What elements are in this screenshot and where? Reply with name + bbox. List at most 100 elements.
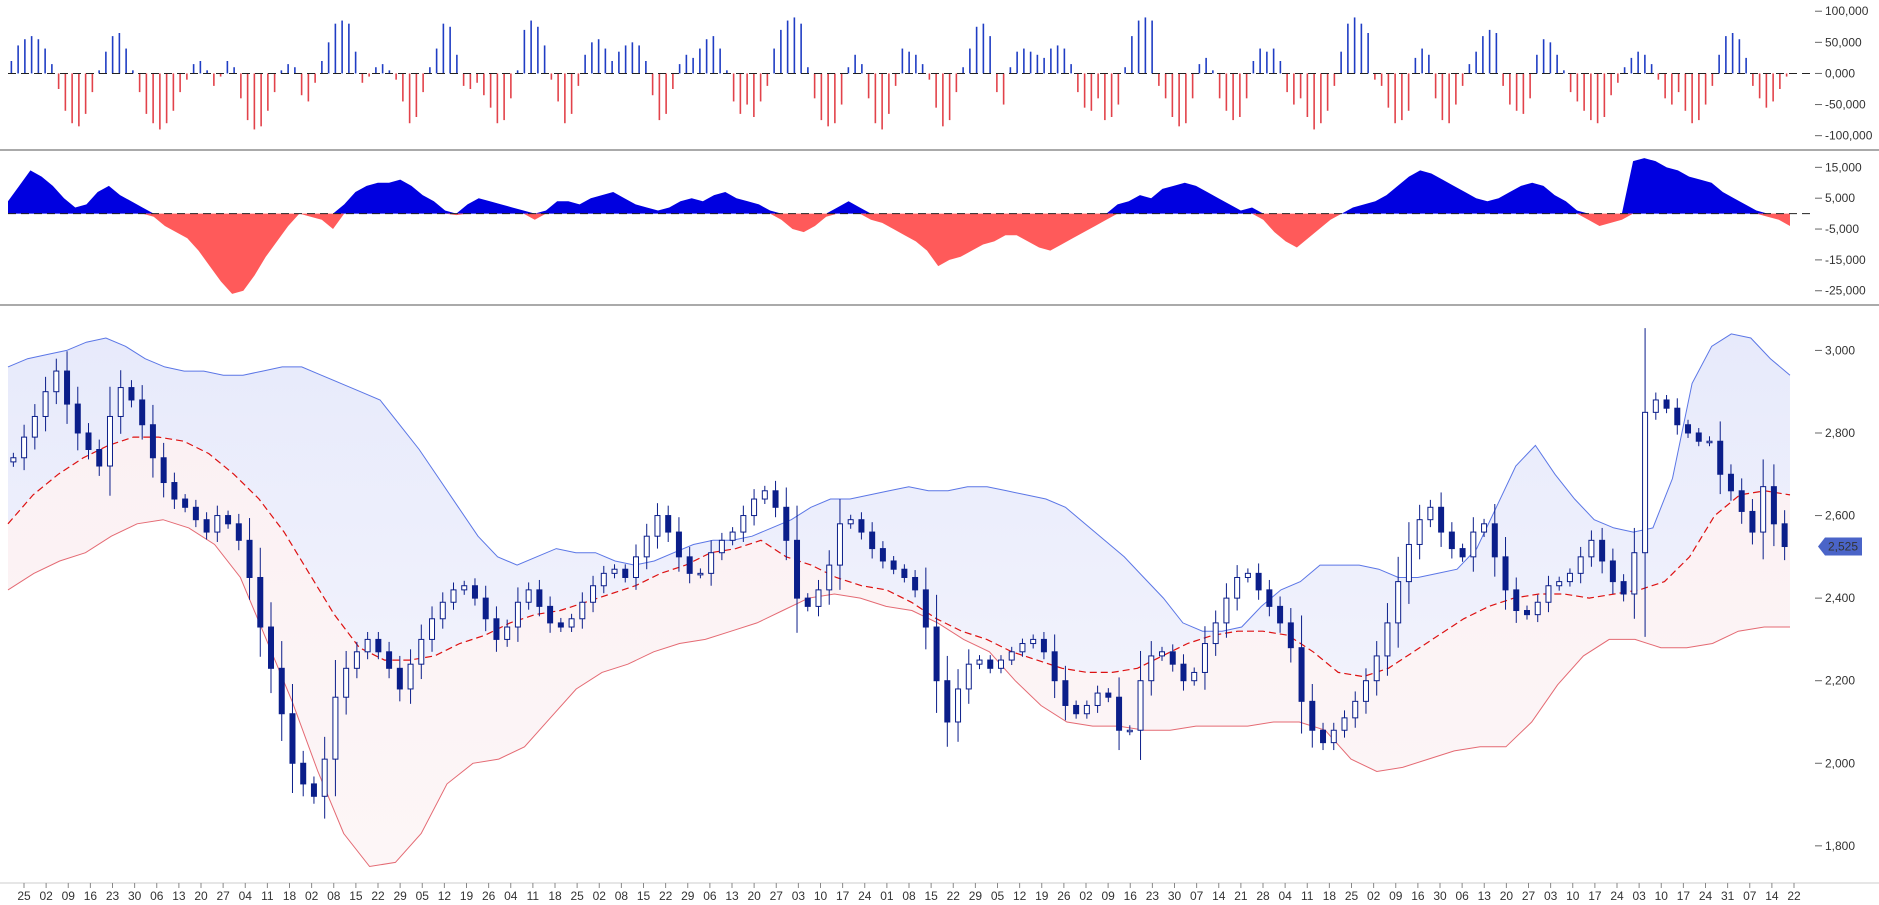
positive-area bbox=[8, 158, 1790, 214]
candle-body bbox=[504, 626, 511, 640]
candle-body bbox=[268, 626, 275, 669]
candle-body bbox=[1008, 651, 1015, 661]
candle-body bbox=[1738, 490, 1745, 512]
x-tick-label: 08 bbox=[615, 889, 629, 903]
candle-body bbox=[300, 762, 307, 785]
x-tick-label: 11 bbox=[1301, 889, 1314, 903]
x-tick-label: 10 bbox=[1655, 889, 1669, 903]
candle-body bbox=[1706, 440, 1713, 444]
candle-body bbox=[1599, 539, 1606, 562]
price-badge-shape bbox=[1818, 537, 1862, 556]
x-tick-label: 11 bbox=[527, 889, 540, 903]
x-tick-label: 27 bbox=[770, 889, 784, 903]
candle-body bbox=[246, 539, 253, 578]
x-tick-label: 09 bbox=[1389, 889, 1403, 903]
candle-body bbox=[1073, 704, 1080, 715]
candle-body bbox=[321, 758, 328, 797]
candle-body bbox=[611, 568, 618, 574]
candle-body bbox=[1620, 581, 1627, 595]
x-tick-label: 18 bbox=[1323, 889, 1337, 903]
candle-body bbox=[826, 564, 833, 591]
x-tick-label: 15 bbox=[349, 889, 363, 903]
x-tick-label: 27 bbox=[1522, 889, 1536, 903]
candle-body bbox=[1126, 729, 1133, 733]
negative-area bbox=[8, 213, 1790, 294]
x-tick-label: 02 bbox=[1367, 889, 1381, 903]
candle-body bbox=[10, 457, 17, 463]
candle-body bbox=[450, 589, 457, 603]
candle-body bbox=[1191, 671, 1198, 682]
candle-body bbox=[128, 387, 135, 401]
candle-body bbox=[622, 568, 629, 578]
y-tick-label: 5,000 bbox=[1825, 191, 1855, 205]
x-tick-label: 20 bbox=[747, 889, 761, 903]
candle-body bbox=[847, 519, 854, 525]
candle-body bbox=[858, 519, 865, 533]
candle-body bbox=[997, 659, 1004, 669]
x-tick-label: 14 bbox=[1765, 889, 1779, 903]
candle-body bbox=[1062, 680, 1069, 706]
candle-body bbox=[1609, 560, 1616, 583]
x-tick-label: 29 bbox=[969, 889, 983, 903]
candle-body bbox=[353, 651, 360, 669]
x-tick-label: 17 bbox=[1677, 889, 1691, 903]
x-tick-label: 18 bbox=[548, 889, 562, 903]
x-tick-label: 02 bbox=[39, 889, 53, 903]
candle-body bbox=[85, 432, 92, 451]
candle-body bbox=[182, 498, 189, 508]
candle-body bbox=[1159, 651, 1166, 657]
y-tick-label: 2,400 bbox=[1825, 591, 1855, 605]
x-tick-label: 31 bbox=[1721, 889, 1735, 903]
candle-body bbox=[1427, 506, 1434, 521]
candle-body bbox=[944, 680, 951, 723]
candle-body bbox=[675, 531, 682, 558]
x-tick-label: 15 bbox=[924, 889, 938, 903]
x-tick-label: 24 bbox=[1699, 889, 1713, 903]
candle-body bbox=[1266, 589, 1273, 607]
candle-body bbox=[64, 370, 71, 405]
candle-body bbox=[1695, 432, 1702, 442]
candle-body bbox=[1169, 651, 1176, 665]
y-tick-label: 50,000 bbox=[1825, 35, 1862, 49]
candle-body bbox=[965, 663, 972, 690]
candle-body bbox=[42, 391, 49, 417]
candle-body bbox=[1674, 407, 1681, 426]
x-tick-label: 26 bbox=[482, 889, 496, 903]
candle-body bbox=[955, 688, 962, 723]
candle-body bbox=[525, 589, 532, 603]
candle-body bbox=[1438, 506, 1445, 533]
candle-body bbox=[1116, 696, 1123, 731]
candle-body bbox=[976, 659, 983, 665]
candle-body bbox=[1362, 680, 1369, 702]
candle-body bbox=[139, 399, 146, 426]
x-tick-label: 30 bbox=[1433, 889, 1447, 903]
candle-body bbox=[1223, 597, 1230, 624]
candle-body bbox=[1083, 704, 1090, 715]
area-oscillator-panel bbox=[8, 158, 1815, 294]
x-tick-label: 08 bbox=[327, 889, 341, 903]
candle-body bbox=[772, 490, 779, 508]
x-tick-label: 02 bbox=[593, 889, 607, 903]
candle-body bbox=[1255, 572, 1262, 591]
candle-body bbox=[482, 597, 489, 620]
candle-body bbox=[761, 490, 768, 500]
x-tick-label: 14 bbox=[1212, 889, 1226, 903]
x-tick-label: 25 bbox=[570, 889, 584, 903]
x-tick-label: 06 bbox=[703, 889, 717, 903]
candle-body bbox=[1652, 399, 1659, 413]
x-tick-label: 19 bbox=[1035, 889, 1049, 903]
candle-body bbox=[568, 618, 575, 628]
candle-body bbox=[579, 601, 586, 620]
candle-body bbox=[278, 667, 285, 715]
candle-body bbox=[1491, 523, 1498, 558]
candle-body bbox=[783, 506, 790, 541]
candle-body bbox=[160, 457, 167, 484]
candle-body bbox=[439, 601, 446, 620]
y-tick-label: -100,000 bbox=[1825, 129, 1873, 143]
x-tick-label: 07 bbox=[1190, 889, 1204, 903]
candle-body bbox=[407, 663, 414, 690]
candle-body bbox=[1416, 519, 1423, 545]
candle-body bbox=[912, 576, 919, 591]
x-tick-label: 17 bbox=[1588, 889, 1602, 903]
x-tick-label: 03 bbox=[1632, 889, 1646, 903]
